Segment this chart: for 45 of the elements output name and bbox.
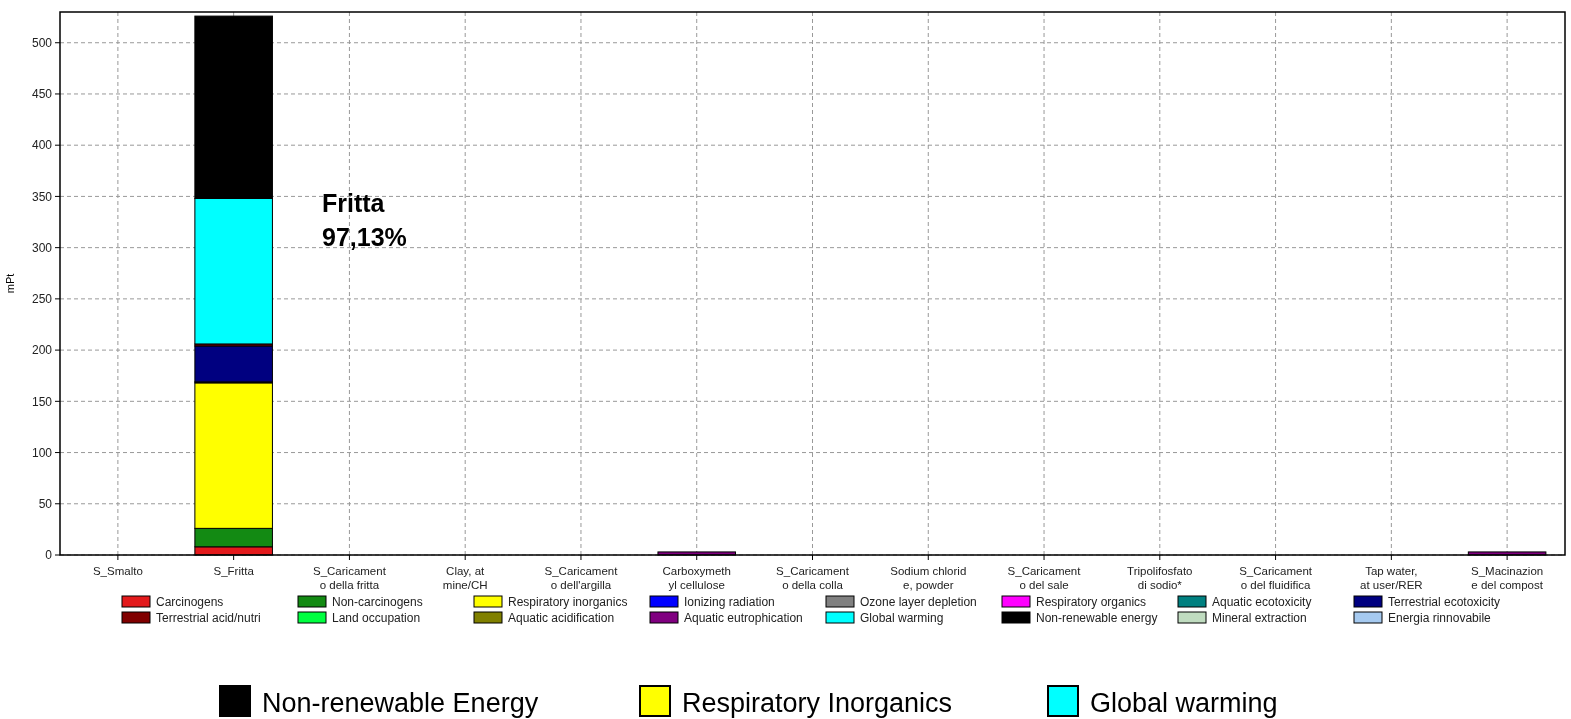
legend-label: Non-carcinogens [332,595,423,609]
y-tick-label: 150 [31,394,53,409]
text: Respiratory Inorganics [682,688,953,718]
legend-label: Terrestrial acid/nutri [156,611,261,625]
y-tick-label: 100 [31,445,53,460]
x-tick-label: Carboxymeth yl cellulose [662,565,731,591]
legend-label: Ionizing radiation [684,595,775,609]
y-tick-label: 500 [31,35,53,50]
legend-label: Aquatic ecotoxicity [1212,595,1312,609]
x-tick-label: S_Caricament o del sale [1007,565,1082,591]
legend-label: Land occupation [332,611,421,625]
y-tick-label: 300 [31,240,53,255]
annotation: Fritta 97,13% [322,189,407,251]
x-tick-label: S_Macinazion e del compost [1471,565,1544,591]
x-tick-label: S_Caricament o della colla [776,565,850,591]
y-tick-label: 400 [31,138,53,153]
y-tick-label: 450 [31,87,53,102]
x-tick-label: Tripolifosfato di sodio* [1127,565,1193,591]
legend-label: Aquatic acidification [508,611,615,625]
legend-label: Respiratory inorganics [508,595,628,609]
legend-label: Terrestrial ecotoxicity [1388,595,1501,609]
y-tick-label: 0 [45,548,53,563]
legend-label: Carcinogens [156,595,224,609]
text: Non-renewable Energy [262,688,539,718]
legend-label: Non-renewable energy [1036,611,1158,625]
y-tick-label: 200 [31,343,53,358]
x-tick-label: S_Caricament o del fluidifica [1239,565,1313,591]
x-tick-label: S_Smalto [92,565,143,577]
y-tick-label: 350 [31,189,53,204]
y-tick-label: 50 [38,496,53,511]
x-tick-label: S_Fritta [213,565,255,577]
text: Global warming [1090,688,1278,718]
x-tick-label: Sodium chlorid e, powder [890,565,967,591]
legend-label: Aquatic eutrophication [684,611,803,625]
x-tick-label: Tap water, at user/RER [1360,565,1423,591]
y-tick-label: 250 [31,292,53,307]
legend-label: Global warming [860,611,944,625]
x-tick-label: S_Caricament o dell'argilla [544,565,619,591]
x-tick-label: S_Caricament o della fritta [312,565,387,591]
x-tick-label: Clay, at mine/CH [442,565,488,591]
legend-label: Ozone layer depletion [860,595,977,609]
legend-label: Respiratory organics [1036,595,1147,609]
legend-label: Energia rinnovabile [1388,611,1492,625]
y-axis-title: mPt [4,273,16,294]
legend-label: Mineral extraction [1212,611,1307,625]
